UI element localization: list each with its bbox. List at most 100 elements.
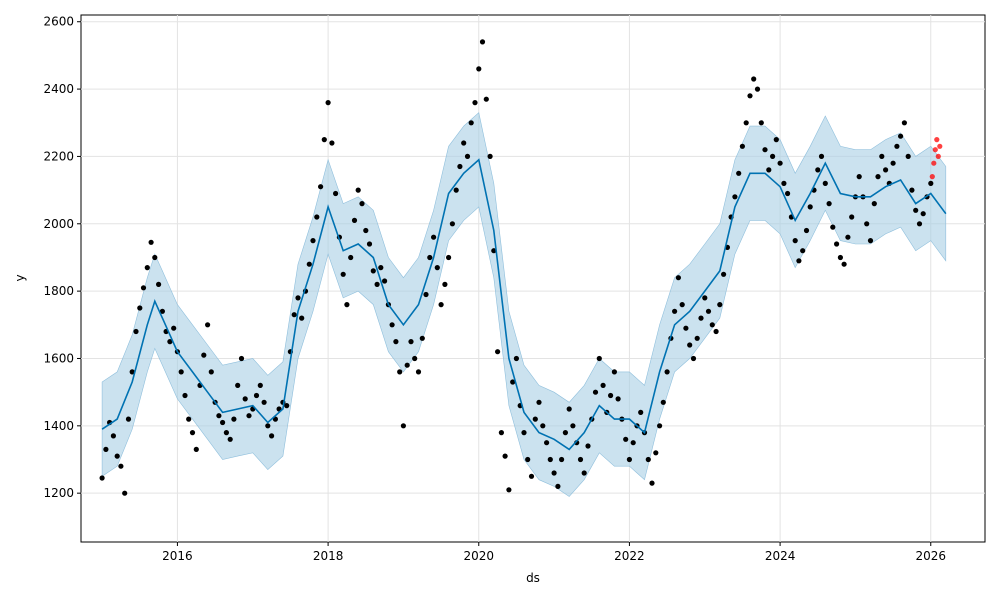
observed-point: [585, 443, 591, 449]
observed-point: [431, 234, 437, 240]
observed-point: [513, 355, 520, 362]
observed-point: [754, 86, 761, 92]
observed-point: [314, 214, 320, 220]
observed-point: [864, 221, 870, 227]
observed-point: [894, 143, 900, 149]
observed-point: [137, 305, 143, 311]
observed-point: [709, 322, 715, 328]
observed-point: [178, 369, 184, 375]
observed-point: [461, 140, 467, 146]
observed-point: [348, 254, 354, 261]
observed-point: [167, 339, 173, 345]
observed-point: [581, 470, 587, 476]
observed-point: [679, 302, 685, 308]
observed-point: [412, 355, 418, 362]
y-tick-label: 2600: [43, 15, 74, 29]
observed-point: [547, 456, 553, 463]
forecast-line: [101, 158, 947, 451]
recent-point: [935, 153, 941, 159]
observed-point: [156, 281, 162, 287]
observed-point: [528, 473, 535, 479]
observed-point: [329, 140, 335, 146]
y-axis-label: y: [13, 274, 27, 281]
observed-point: [220, 419, 226, 426]
observed-point: [875, 174, 881, 180]
observed-point: [110, 433, 116, 439]
observed-point: [374, 281, 380, 287]
observed-point: [879, 153, 885, 159]
observed-point: [189, 430, 196, 436]
observed-point: [344, 302, 350, 308]
y-tick-label: 1800: [43, 284, 74, 298]
observed-point: [397, 369, 403, 375]
observed-point: [114, 453, 120, 459]
observed-point: [626, 456, 633, 463]
observed-point: [818, 153, 825, 159]
observed-point: [596, 355, 602, 362]
observed-point: [672, 308, 678, 314]
x-tick-label: 2024: [765, 549, 796, 563]
observed-point: [265, 423, 271, 429]
observed-point: [690, 355, 697, 362]
observed-point: [841, 261, 847, 267]
observed-point: [242, 396, 248, 402]
observed-point: [318, 184, 324, 190]
observed-point: [544, 440, 550, 446]
x-tick-label: 2016: [162, 549, 193, 563]
observed-point: [140, 285, 147, 291]
observed-point: [770, 153, 776, 159]
observed-point: [227, 436, 233, 442]
observed-point: [830, 224, 836, 230]
observed-point: [393, 339, 399, 345]
observed-point: [660, 399, 666, 405]
observed-point: [649, 480, 655, 486]
observed-point: [238, 355, 245, 362]
y-tick-label: 2400: [43, 82, 74, 96]
observed-point: [457, 163, 463, 170]
observed-point: [758, 120, 764, 126]
observed-point: [905, 153, 911, 159]
observed-point: [675, 275, 682, 281]
recent-point: [931, 160, 937, 166]
observed-point: [856, 174, 862, 180]
observed-point: [476, 66, 482, 72]
observed-point: [408, 339, 414, 345]
observed-point: [657, 423, 663, 429]
observed-point: [566, 406, 572, 412]
observed-point: [253, 392, 260, 399]
observed-point: [913, 207, 919, 213]
observed-point: [291, 312, 297, 318]
observed-point: [284, 403, 290, 409]
observed-point: [325, 100, 331, 106]
observed-point: [438, 302, 444, 308]
observed-point: [103, 446, 109, 452]
observed-point: [611, 369, 618, 375]
observed-point: [423, 291, 429, 298]
observed-point: [434, 265, 440, 271]
observed-point: [562, 430, 569, 436]
y-tick-label: 1200: [43, 486, 74, 500]
observed-point: [351, 217, 358, 223]
observed-point: [732, 194, 738, 200]
observed-point: [186, 416, 192, 422]
recent-points: [929, 137, 943, 180]
observed-point: [464, 153, 471, 159]
observed-point: [849, 214, 855, 220]
y-tick-label: 1400: [43, 419, 74, 433]
observed-point: [122, 490, 128, 496]
y-tick-label: 1600: [43, 351, 74, 365]
observed-point: [487, 153, 493, 159]
observed-point: [717, 302, 723, 308]
observed-point: [491, 248, 497, 254]
observed-point: [694, 335, 700, 341]
observed-point: [510, 379, 516, 385]
observed-point: [404, 362, 410, 368]
observed-point: [269, 433, 275, 439]
observed-point: [333, 190, 339, 197]
observed-point: [521, 430, 527, 436]
observed-point: [495, 349, 501, 355]
observed-point: [592, 389, 599, 395]
observed-point: [815, 167, 821, 173]
observed-point: [555, 483, 561, 489]
observed-point: [299, 315, 305, 321]
